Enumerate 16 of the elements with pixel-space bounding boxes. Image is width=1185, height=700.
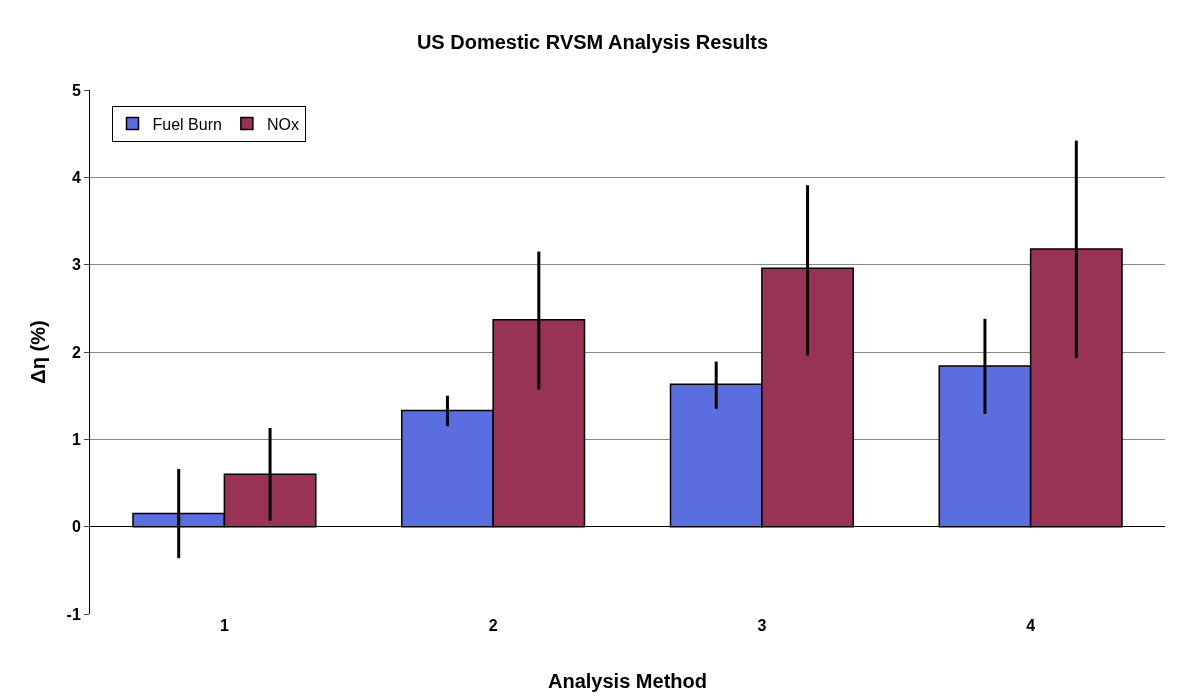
y-tick-label: 4	[71, 168, 81, 186]
x-axis-title: Analysis Method	[548, 669, 707, 692]
x-tick-label: 4	[1026, 617, 1036, 634]
y-tick-label: 5	[71, 81, 81, 99]
y-tick-label: 2	[71, 343, 81, 361]
y-tick-label: -1	[66, 605, 81, 623]
chart-title: US Domestic RVSM Analysis Results	[416, 31, 769, 53]
legend-label: Fuel Burn	[152, 115, 222, 133]
x-tick-label: 2	[488, 617, 498, 634]
y-tick-label: 1	[71, 430, 81, 448]
x-tick-label: 1	[219, 617, 229, 634]
y-axis-title: Δη (%)	[27, 320, 50, 384]
y-tick-label: 0	[71, 518, 81, 536]
x-tick-label: 3	[757, 617, 767, 634]
legend-label: NOx	[266, 115, 299, 133]
y-tick-label: 3	[71, 256, 81, 274]
